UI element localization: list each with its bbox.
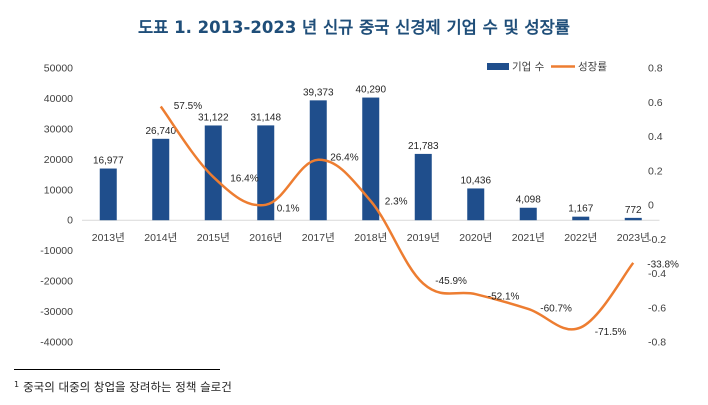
left-tick-label: 40000 [44,93,73,105]
bar-value-label: 31,148 [250,112,281,123]
left-tick-label: 50000 [44,63,73,75]
right-axis: 0.8 0.6 0.4 0.2 0 -0.2 -0.4 -0.6 -0.8 [648,63,666,349]
bar [467,188,485,221]
bar-value-label: 1,167 [568,204,593,215]
left-tick-label: 20000 [44,154,73,166]
growth-value-label: 2.3% [385,197,408,208]
legend: 기업 수 성장률 [487,60,607,73]
left-tick-label: 30000 [44,123,73,135]
right-tick-label: 0.4 [648,131,663,143]
x-tick-label: 2015년 [197,232,230,244]
footnote-rule [14,369,220,370]
legend-label-line: 성장률 [578,61,607,73]
bar-value-label: 21,783 [408,141,439,152]
left-axis: 50000 40000 30000 20000 10000 0 -10000 -20000 -3… [40,63,73,349]
growth-value-label: -71.5% [595,327,627,338]
x-tick-label: 2013년 [92,232,125,244]
footnote-marker: 1 [14,380,20,389]
footnote-text: 중국의 대중의 창업을 장려하는 정책 슬로건 [23,380,232,394]
x-tick-label: 2022년 [564,232,597,244]
x-axis: 2013년 2014년 2015년 2016년 2017년 2018년 2019년 2020년… [92,232,650,244]
bar-value-label: 31,122 [198,112,229,123]
bar-value-label: 40,290 [355,85,386,96]
right-tick-label: 0.8 [648,63,663,75]
legend-label-bars: 기업 수 [512,60,545,73]
x-tick-label: 2018년 [354,232,387,244]
x-tick-label: 2017년 [302,232,335,244]
growth-value-label: 57.5% [174,101,202,112]
bar [414,153,432,221]
right-tick-label: 0.2 [648,165,663,177]
right-tick-label: 0 [648,200,654,212]
bar [152,138,170,221]
x-tick-label: 2019년 [407,232,440,244]
growth-value-label: -45.9% [435,276,467,287]
bar-value-label: 16,977 [93,156,124,167]
bar-series: 16,977 26,740 31,122 31,148 39,373 40,290 21,7… [82,85,660,221]
bar-value-label: 10,436 [460,175,491,186]
bar-value-label: 39,373 [303,87,334,98]
bar [257,125,275,221]
x-tick-label: 2021년 [512,232,545,244]
right-tick-label: 0.6 [648,97,663,109]
growth-value-label: 16.4% [230,173,258,184]
left-tick-label: 10000 [44,184,73,196]
left-tick-label: -30000 [40,306,73,318]
bar [204,125,222,221]
bar [519,207,537,221]
bar-value-label: 772 [625,205,642,216]
x-tick-label: 2020년 [459,232,492,244]
line-series: 57.5% 16.4% 0.1% 26.4% 2.3% -45.9% -52.1% -60.7… [159,101,679,338]
growth-value-label: -60.7% [540,303,572,314]
growth-value-label: -33.8% [647,259,679,270]
right-tick-label: -0.8 [648,337,666,349]
right-tick-label: -0.6 [648,302,666,314]
growth-value-label: -52.1% [488,292,520,303]
left-tick-label: -20000 [40,276,73,288]
right-tick-label: -0.4 [648,268,666,280]
left-tick-label: -10000 [40,245,73,257]
bar [362,97,380,221]
growth-value-label: 0.1% [277,203,300,214]
x-tick-label: 2016년 [249,232,282,244]
legend-swatch-bars [487,63,509,70]
bar [99,168,117,221]
bar [624,217,642,221]
growth-value-label: 26.4% [330,152,358,163]
right-tick-label: -0.2 [648,234,666,246]
chart-title: 도표 1. 2013-2023 년 신규 중국 신경제 기업 수 및 성장률 [138,18,570,37]
bar-value-label: 4,098 [516,195,541,206]
bar-value-label: 26,740 [145,126,176,137]
left-tick-label: 0 [67,215,73,227]
growth-line [159,105,635,331]
x-tick-label: 2014년 [144,232,177,244]
left-tick-label: -40000 [40,337,73,349]
footnote: 1 중국의 대중의 창업을 장려하는 정책 슬로건 [14,379,232,395]
bar [572,216,590,221]
x-tick-label: 2023년 [617,232,650,244]
